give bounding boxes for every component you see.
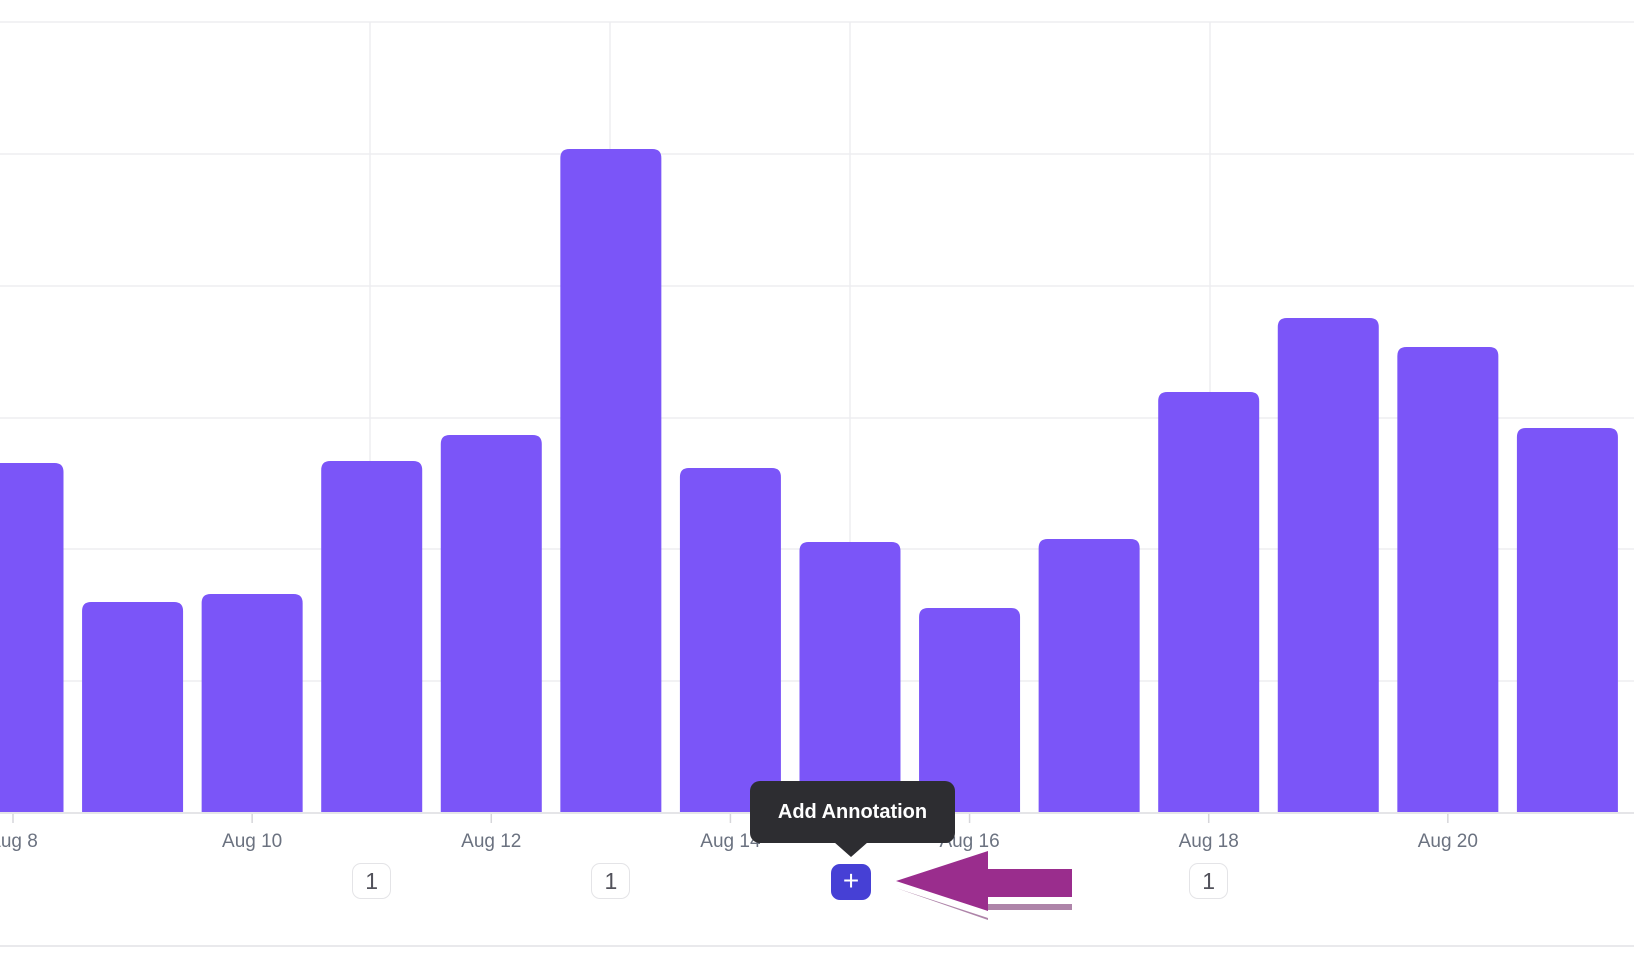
bar-aug-9[interactable] [82, 602, 184, 813]
x-axis-label: Aug 18 [1179, 831, 1239, 852]
bar-aug-8[interactable] [0, 463, 64, 813]
bar-aug-12[interactable] [440, 435, 542, 813]
bar-aug-16[interactable] [919, 608, 1021, 813]
tooltip-tail [834, 842, 868, 857]
bar-aug-17[interactable] [1038, 539, 1140, 813]
add-annotation-tooltip: Add Annotation [750, 781, 955, 843]
bar-aug-19[interactable] [1277, 318, 1379, 813]
add-annotation-button[interactable]: + [831, 864, 871, 900]
bar-aug-10[interactable] [201, 594, 303, 813]
section-divider [0, 945, 1634, 947]
bar-aug-13[interactable] [560, 149, 662, 813]
x-axis-label: Aug 16 [939, 831, 999, 852]
x-axis-label: Aug 14 [700, 831, 761, 852]
x-axis-label: Aug 10 [222, 831, 282, 852]
bar-aug-11[interactable] [321, 461, 423, 813]
annotation-count-badge[interactable]: 1 [591, 863, 631, 899]
x-axis-label: Aug 8 [0, 831, 38, 852]
bar-aug-18[interactable] [1158, 392, 1260, 813]
bar-aug-15[interactable] [799, 542, 901, 813]
bar-aug-21[interactable] [1516, 428, 1618, 813]
x-axis-label: Aug 20 [1418, 831, 1478, 852]
x-axis-label: Aug 12 [461, 831, 521, 852]
bar-aug-20[interactable] [1397, 347, 1499, 813]
annotation-count-badge[interactable]: 1 [352, 863, 392, 899]
annotation-count-badge[interactable]: 1 [1189, 863, 1229, 899]
bar-aug-14[interactable] [679, 468, 781, 813]
